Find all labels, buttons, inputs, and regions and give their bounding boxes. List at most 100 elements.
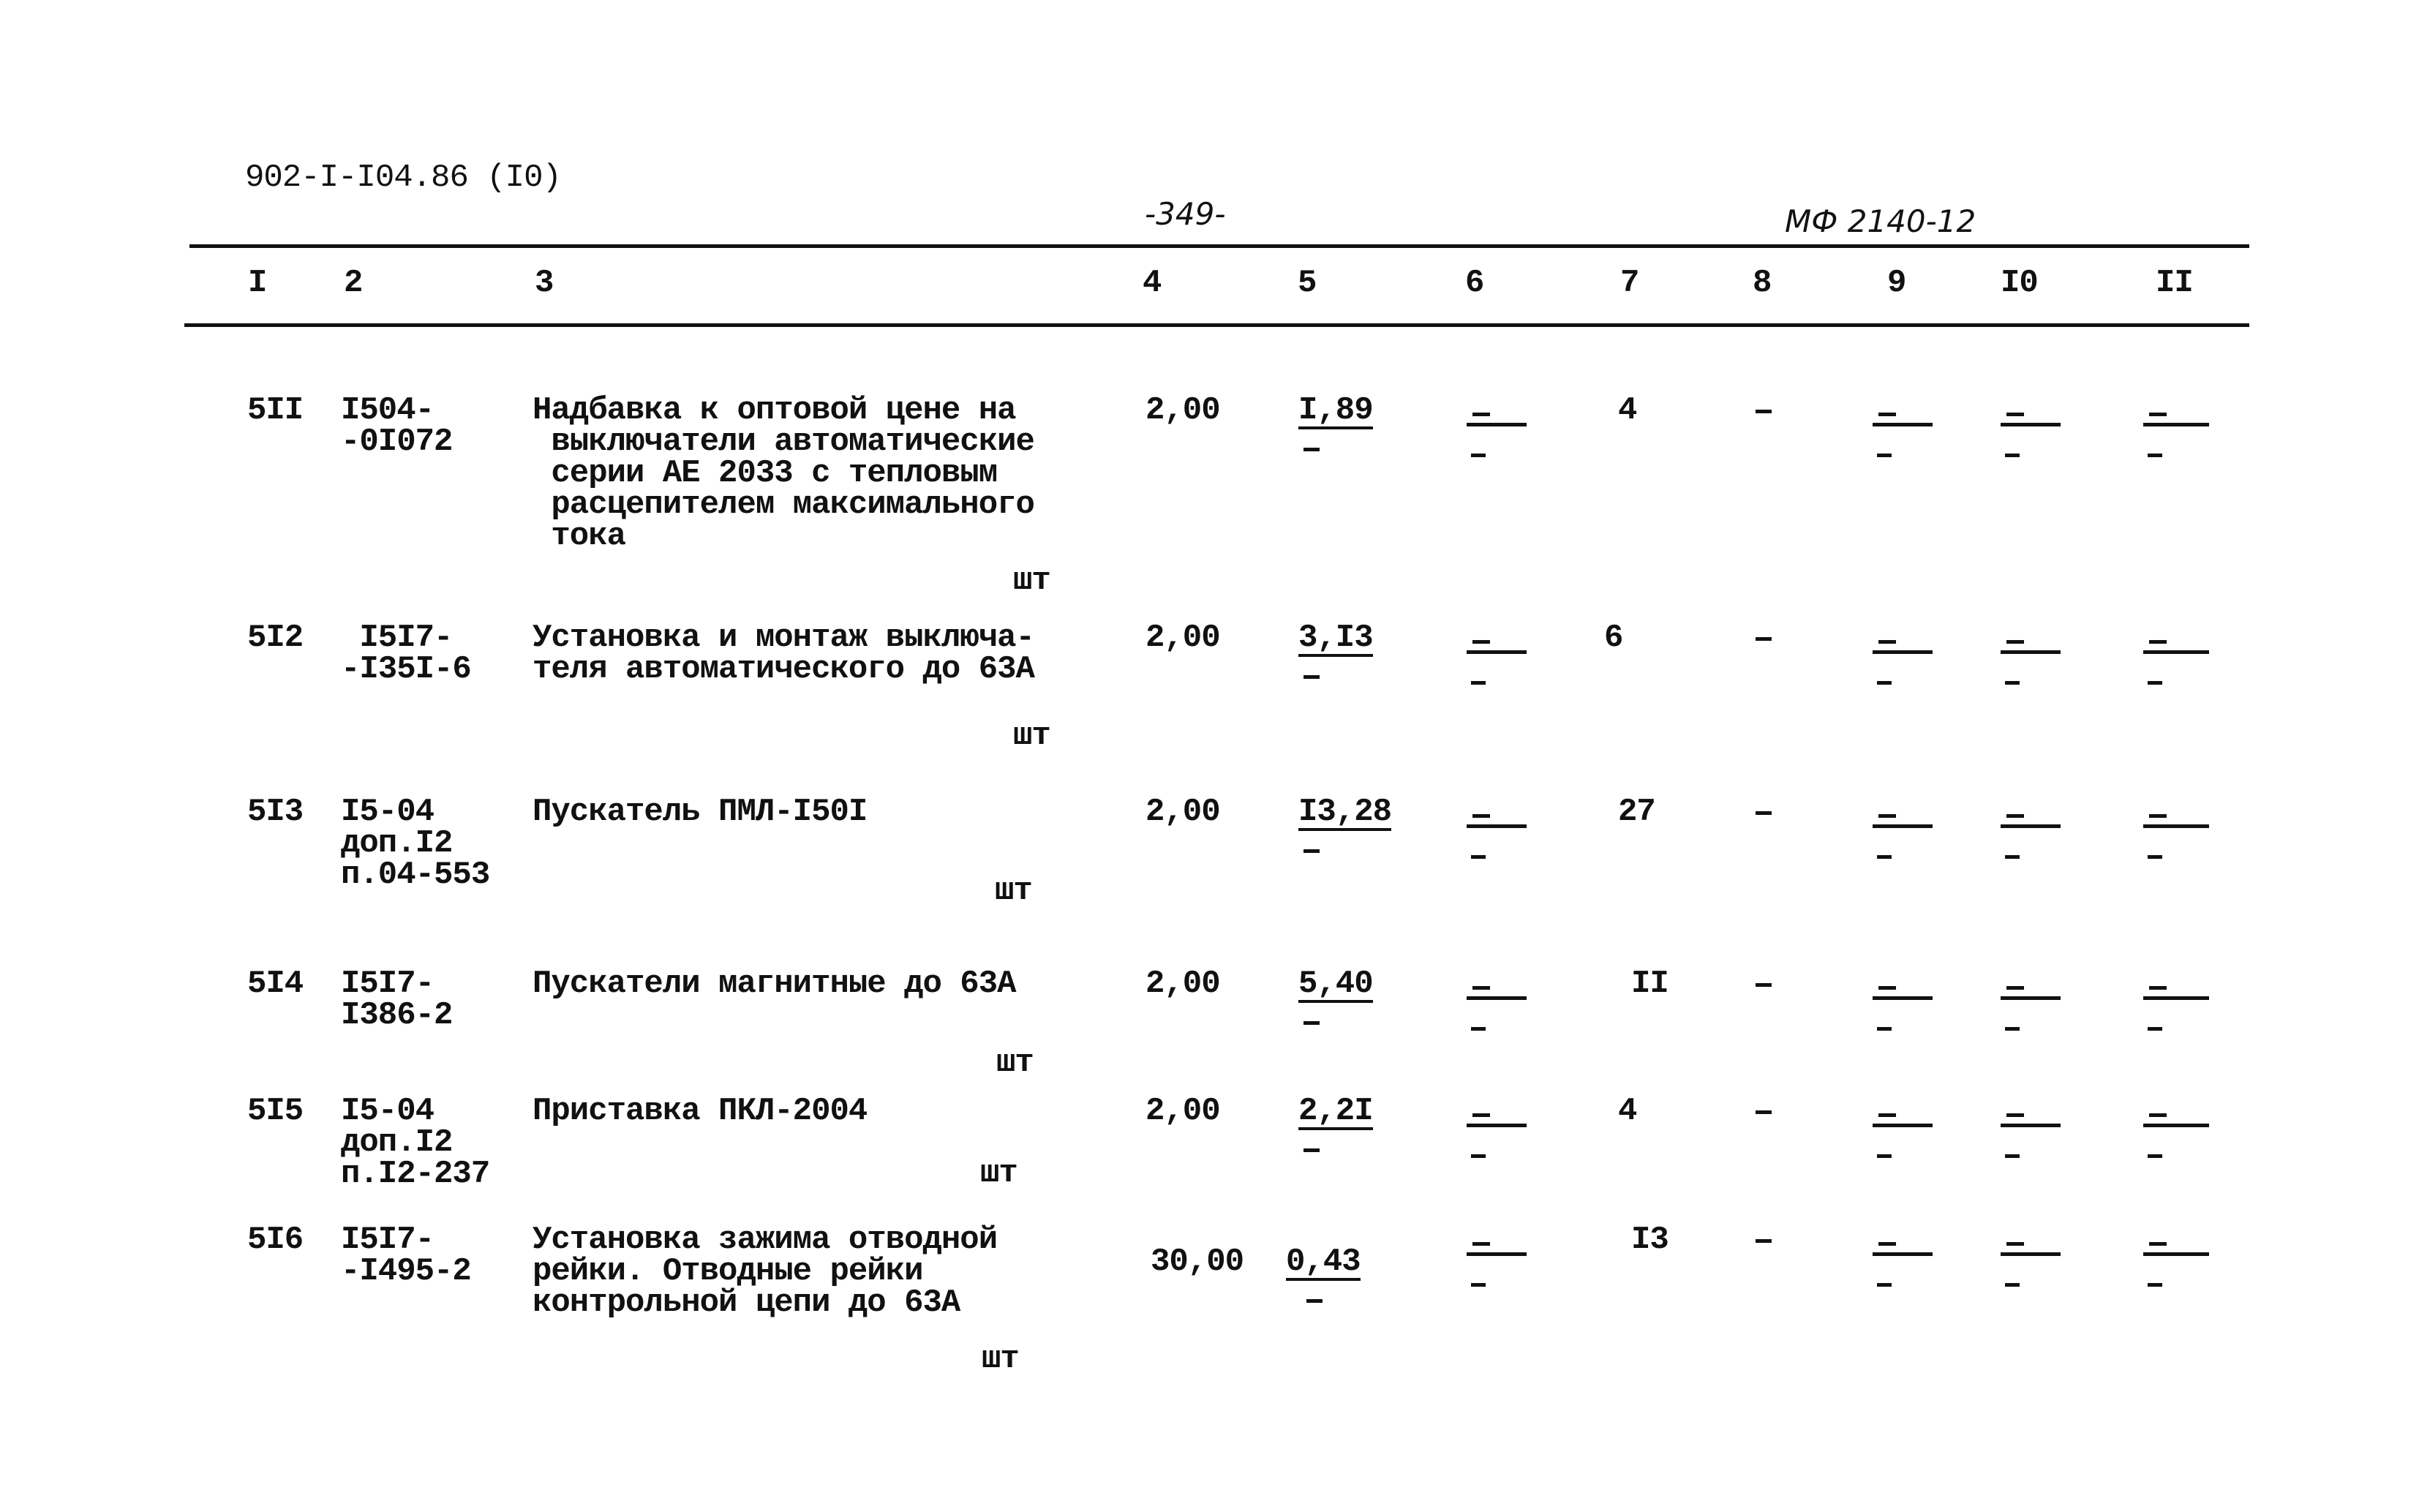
unit: шт <box>995 873 1033 909</box>
dash-mark <box>2001 1252 2061 1256</box>
item-code: доп.I2 <box>341 825 453 862</box>
dash-mark <box>2143 996 2209 1000</box>
dash-mark <box>1878 1242 1896 1246</box>
dash-mark <box>2143 824 2209 828</box>
dash-mark <box>2005 1027 2020 1031</box>
dash-mark <box>2148 1154 2162 1158</box>
dash-mark <box>1472 640 1490 644</box>
dash-mark <box>2005 1283 2020 1287</box>
dash-mark <box>2006 814 2024 818</box>
item-description: теля автоматического до 63А <box>533 651 1035 688</box>
dash-mark <box>2001 824 2061 828</box>
dash-mark <box>2005 855 2020 859</box>
dash-mark <box>1303 675 1320 679</box>
dash-mark <box>2005 1154 2020 1158</box>
dash-mark <box>1873 824 1933 828</box>
dash-mark <box>1873 423 1933 426</box>
dash-mark <box>2001 423 2061 426</box>
item-number: 5I3 <box>247 794 304 830</box>
item-code: I5-04 <box>341 794 434 830</box>
quantity: 2,00 <box>1145 392 1221 429</box>
item-description: Надбавка к оптовой цене на <box>533 392 1017 429</box>
dash-mark <box>2006 1113 2024 1117</box>
dash-mark <box>2001 1124 2061 1127</box>
unit: шт <box>1013 718 1051 754</box>
dash-mark <box>1878 1113 1896 1117</box>
page-number: -349- <box>1145 196 1226 232</box>
item-description: тока <box>533 518 626 554</box>
col7-value: 4 <box>1618 392 1637 429</box>
column-header: 3 <box>535 265 554 301</box>
dash-mark <box>1756 811 1772 815</box>
dash-mark <box>1878 814 1896 818</box>
dash-mark <box>2143 650 2209 654</box>
dash-mark <box>2006 640 2024 644</box>
quantity: 2,00 <box>1145 794 1221 830</box>
column-header: II <box>2156 265 2194 301</box>
item-code: I504- <box>341 392 434 429</box>
item-number: 5I6 <box>247 1222 304 1258</box>
dash-mark <box>1467 1124 1527 1127</box>
col7-value: 6 <box>1604 620 1623 656</box>
item-description: выключатели автоматические <box>533 424 1035 460</box>
item-code: I5I7- <box>341 1222 434 1258</box>
dash-mark <box>1472 814 1490 818</box>
dash-mark <box>1303 448 1320 451</box>
dash-mark <box>2006 413 2024 416</box>
item-code: п.I2-237 <box>341 1156 490 1192</box>
column-header: 2 <box>344 265 363 301</box>
dash-mark <box>2148 681 2162 685</box>
column-header: I <box>248 265 267 301</box>
item-description: расцепителем максимального <box>533 486 1035 523</box>
item-description: Пускатели магнитные до 63А <box>533 966 1017 1002</box>
dash-mark <box>1873 996 1933 1000</box>
col7-value: 27 <box>1618 794 1656 830</box>
column-header: 7 <box>1620 265 1639 301</box>
dash-mark <box>1877 1154 1892 1158</box>
item-code: -I495-2 <box>341 1253 472 1290</box>
dash-mark <box>2006 1242 2024 1246</box>
unit-price: I,89 <box>1298 392 1374 429</box>
dash-mark <box>1303 1021 1320 1025</box>
column-header: 9 <box>1887 265 1906 301</box>
dash-mark <box>1467 423 1527 426</box>
col7-value: 4 <box>1618 1093 1637 1129</box>
dash-mark <box>1303 1148 1320 1152</box>
dash-mark <box>2149 1113 2167 1117</box>
table-top-rule <box>189 244 2249 248</box>
item-code: I5-04 <box>341 1093 434 1129</box>
dash-mark <box>1306 1299 1323 1303</box>
dash-mark <box>2149 814 2167 818</box>
col7-value: II <box>1631 966 1669 1002</box>
unit-price: 3,I3 <box>1298 620 1374 657</box>
dash-mark <box>2149 640 2167 644</box>
item-number: 5II <box>247 392 304 429</box>
item-code: доп.I2 <box>341 1124 453 1161</box>
dash-mark <box>1472 413 1490 416</box>
item-code: I386-2 <box>341 997 453 1034</box>
dash-mark <box>1472 986 1490 990</box>
dash-mark <box>1873 1252 1933 1256</box>
dash-mark <box>1303 849 1320 853</box>
unit-price: 0,43 <box>1286 1244 1361 1281</box>
item-number: 5I2 <box>247 620 304 656</box>
item-code: -0I072 <box>341 424 453 460</box>
dash-mark <box>2001 650 2061 654</box>
dash-mark <box>2149 1242 2167 1246</box>
dash-mark <box>1877 1283 1892 1287</box>
dash-mark <box>1471 454 1486 457</box>
dash-mark <box>2005 454 2020 457</box>
dash-mark <box>1471 855 1486 859</box>
dash-mark <box>1877 1027 1892 1031</box>
item-description: контрольной цепи до 63А <box>533 1285 960 1321</box>
unit: шт <box>982 1341 1020 1377</box>
column-header: 4 <box>1143 265 1162 301</box>
table-header-rule <box>184 323 2249 327</box>
item-code: п.04-553 <box>341 857 490 893</box>
quantity: 2,00 <box>1145 1093 1221 1129</box>
dash-mark <box>2006 986 2024 990</box>
item-description: рейки. Отводные рейки <box>533 1253 923 1290</box>
dash-mark <box>1467 650 1527 654</box>
item-description: Установка и монтаж выключа- <box>533 620 1035 656</box>
dash-mark <box>1873 1124 1933 1127</box>
